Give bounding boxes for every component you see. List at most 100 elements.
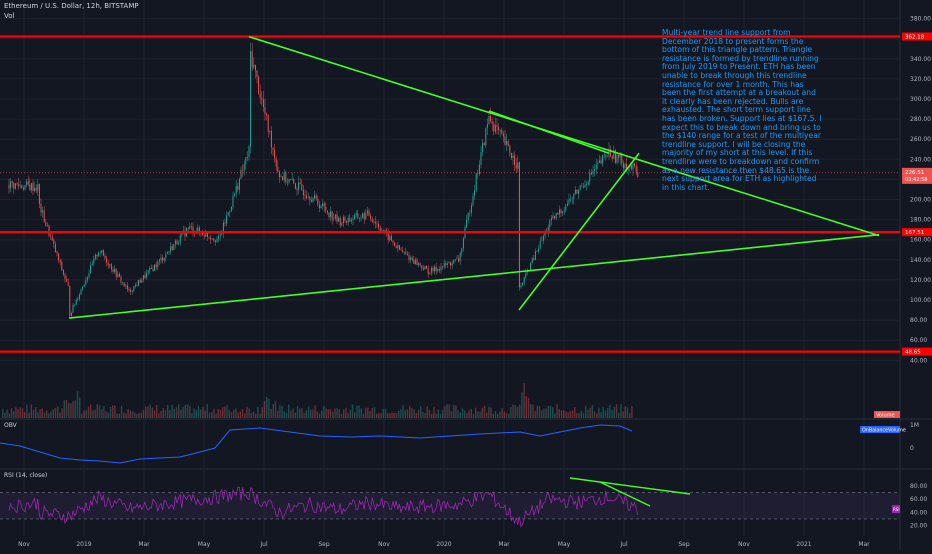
volume-bar [149,404,151,418]
volume-bar [96,404,98,418]
rsi-trendline[interactable] [599,481,651,507]
volume-bar [604,410,607,418]
candle-body [338,217,340,222]
candle-body [285,172,287,183]
candle-body [107,262,109,266]
volume-bar [380,413,382,418]
volume-bar [35,407,37,418]
current-price-text: 226.51 [905,170,924,176]
trendline[interactable] [68,233,880,319]
volume-bar [468,410,470,418]
candle-body [411,257,413,261]
candle-body [69,285,71,316]
candle-body [482,142,484,152]
volume-bar [303,413,305,418]
candle-body [317,198,319,205]
volume-bar [433,406,435,418]
candle-body [558,209,560,215]
volume-bar [316,411,318,418]
volume-bar [571,410,574,418]
volume-bar [252,411,255,418]
candle-body [288,179,290,183]
candle-body [205,232,207,237]
candle-body [192,226,194,233]
volume-bar [512,404,514,418]
candle-body [293,179,295,184]
candle-body [472,195,474,206]
trendline[interactable] [248,35,880,237]
candle-body [170,246,172,252]
candle-body [392,240,394,243]
candle-body [408,255,410,260]
candle-body [349,217,351,222]
volume-bar [470,408,472,418]
volume-bar [367,407,369,418]
volume-bar [224,406,226,418]
candle-body [603,154,605,156]
candle-body [552,215,554,219]
volume-bar [200,409,202,418]
candle-body [597,162,599,165]
candle-body [416,259,418,265]
candle-body [262,99,264,107]
candle-body [365,213,367,220]
symbol-title: Ethereum / U.S. Dollar, 12h, BITSTAMP [4,2,139,10]
volume-bar [257,406,259,418]
candle-body [13,182,15,189]
rsi-value-tag [892,505,900,514]
volume-bar [109,407,112,418]
volume-bar [15,407,17,418]
rsi-trendline[interactable] [569,477,691,495]
candle-body [390,235,392,241]
volume-bar [171,405,173,418]
candle-body [115,268,117,277]
candle-body [323,203,325,207]
volume-bar [193,408,195,418]
volume-bar [6,409,8,418]
candle-body [366,210,368,214]
trendline[interactable] [488,110,610,155]
volume-bar [233,409,235,418]
candle-body [437,268,439,272]
candle-body [594,169,596,171]
volume-bar [622,411,624,418]
rsi-tick-label: 60.00 [910,496,927,503]
candle-body [554,215,556,219]
candle-body [66,279,68,282]
volume-bar [362,413,365,418]
volume-bar [263,400,266,418]
candle-body [176,240,178,245]
volume-bar [292,408,294,418]
candle-body [461,248,463,254]
volume-bar [607,408,609,418]
volume-bar [450,410,453,418]
candle-body [626,163,628,170]
candle-body [250,51,252,147]
candle-body [507,141,509,146]
volume-bar [389,413,391,418]
candle-body [131,291,133,293]
candle-body [592,170,594,175]
candle-body [112,269,114,272]
candle-body [510,153,512,159]
candle-body [94,254,96,259]
candle-body [334,214,336,219]
volume-bar [446,404,448,418]
candle-body [574,189,576,194]
volume-bar [576,413,578,418]
volume-bar [435,413,437,418]
candle-body [267,114,269,132]
volume-bar [81,413,83,418]
candle-body [141,280,143,283]
volume-bar [178,404,180,418]
volume-bar [508,413,510,418]
trendline[interactable] [518,152,640,311]
candle-body [549,220,551,228]
volume-bar [448,404,450,418]
volume-bar [437,409,439,418]
candle-body [314,195,316,199]
candle-body [91,263,93,266]
candle-body [122,282,124,283]
